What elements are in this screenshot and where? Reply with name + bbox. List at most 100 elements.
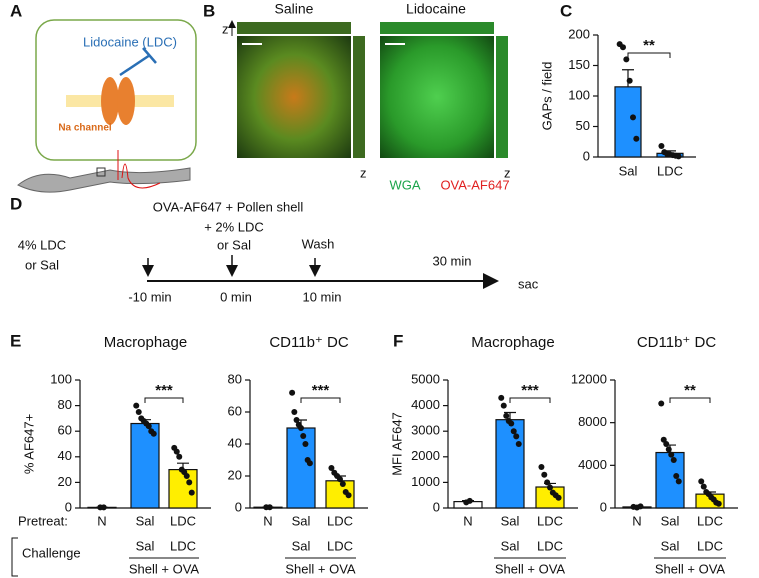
y-tick-label: 2000 (411, 448, 440, 463)
data-point (186, 479, 193, 486)
y-tick-label: 20 (58, 474, 72, 489)
panel-label: F (393, 331, 403, 350)
data-point (665, 446, 672, 453)
bar (495, 419, 525, 509)
y-axis-label: GAPs / field (539, 62, 554, 131)
bar (614, 86, 642, 158)
row-bracket (11, 537, 18, 577)
data-point (500, 402, 507, 409)
y-tick-label: 20 (228, 467, 242, 482)
y-tick-label: 4000 (578, 457, 607, 472)
row-label: Pretreat: (18, 513, 68, 528)
image (380, 36, 494, 158)
panel-label: A (10, 1, 22, 20)
group-label: Shell + OVA (495, 561, 566, 576)
data-point (345, 492, 352, 499)
x-tick-label: Sal (661, 513, 680, 528)
action-potential (117, 150, 161, 189)
data-point (188, 489, 195, 496)
y-tick-label: 0 (600, 499, 607, 514)
y-tick-label: 40 (228, 435, 242, 450)
timeline-text: + 2% LDC (204, 219, 264, 234)
time-label: -10 min (128, 289, 171, 304)
data-point (658, 143, 665, 150)
x-tick-label: N (632, 513, 641, 528)
data-point (503, 412, 510, 419)
data-point (555, 494, 562, 501)
bar (286, 427, 316, 509)
y-tick-label: 4000 (411, 397, 440, 412)
x-tick-label: Sal (501, 513, 520, 528)
image-strip (237, 22, 351, 34)
group-label: Shell + OVA (655, 561, 726, 576)
challenge-label: LDC (170, 538, 196, 553)
image-title: Lidocaine (406, 1, 466, 17)
x-tick-label: LDC (537, 513, 563, 528)
data-point (626, 77, 633, 84)
data-point (637, 503, 644, 510)
legend-entry: OVA-AF647 (440, 177, 509, 192)
data-point (466, 497, 473, 504)
data-point (337, 476, 343, 483)
data-point (135, 409, 142, 415)
timeline: OVA-AF647 + Pollen shell + 2% LDC or Sal… (18, 199, 539, 304)
row-label: Challenge (22, 545, 81, 560)
channel-label: Na channel (58, 123, 112, 134)
y-tick-label: 200 (568, 26, 590, 41)
significance-label: *** (312, 382, 330, 399)
y-tick-label: 50 (576, 118, 590, 133)
data-point (306, 460, 313, 467)
challenge-label: Sal (661, 538, 680, 553)
image-strip (353, 36, 365, 158)
x-tick-label: LDC (697, 513, 723, 528)
legend-entry: WGA (389, 177, 420, 192)
challenge-label: Sal (136, 538, 155, 553)
data-point (183, 473, 190, 479)
significance-label: ** (643, 37, 655, 54)
x-tick-label: LDC (657, 163, 683, 178)
data-point (663, 441, 670, 447)
data-point (700, 483, 707, 490)
data-point (133, 402, 140, 409)
data-point (541, 471, 548, 478)
data-point (510, 428, 517, 435)
channel (117, 77, 135, 125)
time-label: 0 min (220, 289, 252, 304)
significance-label: *** (521, 382, 539, 399)
image-strip (496, 36, 508, 158)
significance-bracket (144, 397, 184, 403)
significance-bracket (627, 52, 671, 58)
chart-title: Macrophage (471, 334, 554, 351)
y-tick-label: 100 (568, 87, 590, 102)
data-point (515, 441, 522, 447)
data-point (668, 451, 675, 458)
challenge-label: Sal (501, 538, 520, 553)
inhibit-symbol (119, 47, 157, 77)
group-label: Shell + OVA (129, 561, 200, 576)
neuron (17, 167, 191, 193)
data-point (715, 500, 722, 507)
timeline-text: 30 min (432, 253, 471, 268)
data-point (675, 153, 682, 160)
data-point (675, 478, 682, 485)
timeline-text: 4% LDC (18, 237, 66, 252)
data-point (547, 484, 553, 491)
y-tick-label: 60 (228, 403, 242, 418)
panel-label: D (10, 194, 22, 213)
axis-label: z (360, 165, 367, 180)
channel (101, 77, 119, 125)
data-point (339, 481, 346, 487)
challenge-label: LDC (537, 538, 563, 553)
significance-label: *** (155, 382, 173, 399)
timeline-text: Wash (302, 236, 335, 251)
data-point (293, 417, 300, 423)
data-point (289, 389, 296, 396)
drug-label: Lidocaine (LDC) (83, 34, 177, 49)
bar (130, 422, 160, 509)
y-tick-label: 80 (228, 371, 242, 386)
data-point (100, 504, 107, 511)
y-tick-label: 1000 (411, 474, 440, 489)
y-tick-label: 80 (58, 397, 72, 412)
data-point (544, 479, 551, 486)
